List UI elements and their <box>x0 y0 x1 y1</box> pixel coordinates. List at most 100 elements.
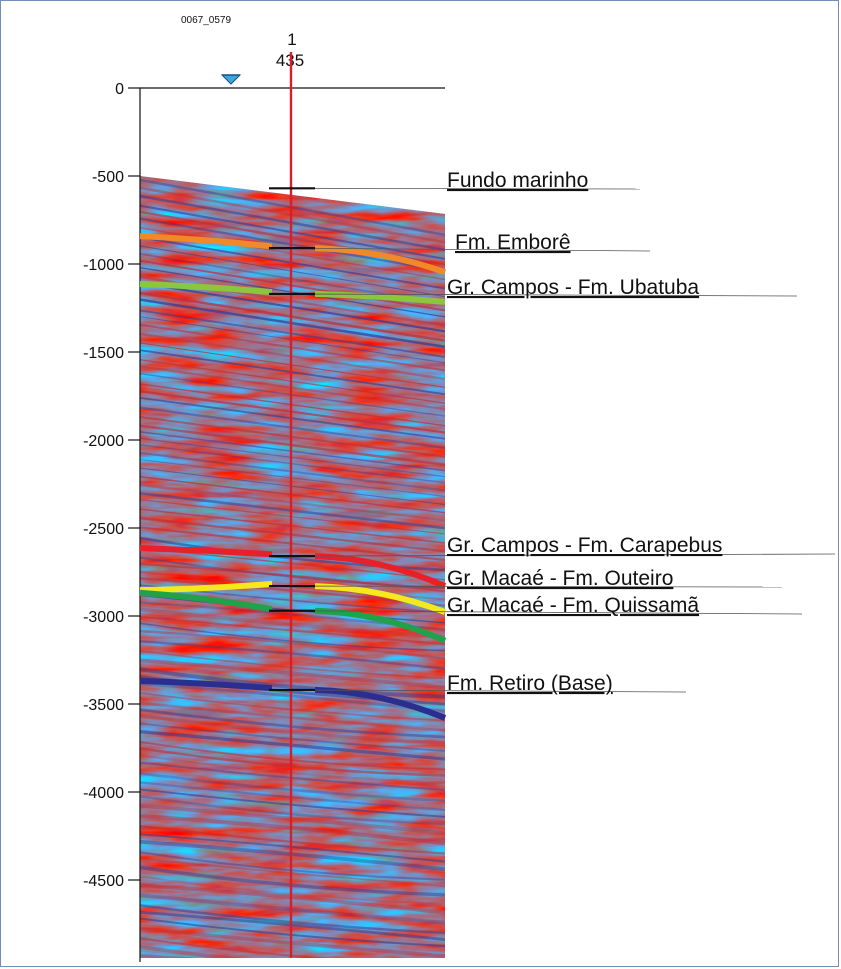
horizon-layer <box>139 187 836 721</box>
reflector-band <box>140 607 445 639</box>
depth-tick-label: -3500 <box>83 697 124 714</box>
reflector-band <box>140 937 445 958</box>
reflector-band <box>140 795 445 826</box>
reflector-band <box>140 342 445 388</box>
reflector-band <box>140 865 445 897</box>
reflector-band <box>140 349 445 396</box>
horizon-label-fm-quissama: Gr. Macaé - Fm. Quissamã <box>447 594 699 617</box>
reflector-band <box>140 451 445 492</box>
depth-tick-label: 0 <box>115 81 124 98</box>
reflector-band <box>140 323 445 372</box>
reflector-band <box>140 714 445 745</box>
reflector-band <box>140 813 445 846</box>
horizon-label-fundo-marinho: Fundo marinho <box>447 169 588 192</box>
reflector-band <box>140 281 445 333</box>
reflector-band <box>140 236 445 290</box>
horizon-label-fm-carapebus: Gr. Campos - Fm. Carapebus <box>447 534 722 557</box>
horizon-leader-fm-carapebus <box>290 553 836 557</box>
horizon-leader-fm-outeiro <box>290 585 783 588</box>
reflector-band <box>140 761 445 791</box>
reflector-band <box>140 536 445 572</box>
reflector-band <box>140 640 445 670</box>
reflector-band <box>140 498 445 535</box>
reflector-band <box>140 332 445 381</box>
reflector-band <box>140 483 445 522</box>
horizon-pick-fm-outeiro-left <box>139 580 272 594</box>
reflector-band <box>140 178 445 237</box>
reflector-band <box>140 516 445 553</box>
reflector-band <box>140 383 445 427</box>
horizon-pick-fm-embore-left <box>139 233 272 250</box>
reflector-band <box>140 926 445 958</box>
reflector-band <box>140 194 445 252</box>
reflector-band <box>140 857 445 887</box>
horizon-leader-fundo-marinho <box>290 187 641 190</box>
well-marker-icon <box>220 74 242 85</box>
reflector-band <box>140 416 445 458</box>
horizon-label-fm-embore: Fm. Emborê <box>455 231 571 254</box>
reflector-band <box>140 824 445 855</box>
reflector-band <box>140 904 445 935</box>
reflector-band <box>140 444 445 484</box>
depth-tick-label: -4000 <box>83 785 124 802</box>
reflector-band <box>140 629 445 660</box>
trace-number-label: 1 <box>287 30 296 49</box>
reflector-band <box>140 839 445 871</box>
reflector-band <box>140 754 445 784</box>
horizon-pick-fm-outeiro-right <box>314 583 447 615</box>
reflector-band <box>140 781 445 811</box>
reflector-band <box>140 722 445 752</box>
reflector-band <box>140 204 445 260</box>
reflector-band <box>140 615 445 646</box>
reflector-band <box>140 406 445 449</box>
reflector-band <box>140 708 445 739</box>
reflector-band <box>140 622 445 652</box>
depth-tick-label: -1500 <box>83 345 124 362</box>
well-track <box>269 52 315 958</box>
reflector-band <box>140 259 445 312</box>
reflector-band <box>140 437 445 478</box>
reflector-band <box>140 875 445 905</box>
reflector-band <box>140 359 445 404</box>
reflector-band <box>140 910 445 942</box>
reflector-band <box>140 245 445 298</box>
reflector-band <box>140 476 445 514</box>
reflector-band <box>140 266 445 318</box>
horizon-pick-fm-retiro-left <box>139 677 272 691</box>
reflector-band <box>140 741 445 771</box>
reflector-band <box>140 186 445 244</box>
depth-tick-label: -4500 <box>83 873 124 890</box>
reflector-band <box>140 917 445 947</box>
reflector-band <box>140 562 445 593</box>
reflector-band <box>140 298 445 349</box>
horizon-leader-fm-retiro <box>290 689 687 693</box>
reflector-band <box>140 458 445 497</box>
horizon-pick-fm-quissama-right <box>314 607 447 644</box>
depth-tick-label: -500 <box>92 169 124 186</box>
reflector-band <box>140 944 445 958</box>
horizon-pick-fm-ubatuba-left <box>139 280 272 295</box>
reflector-band <box>140 372 445 417</box>
reflector-band <box>140 491 445 530</box>
depth-tick-label: -3000 <box>83 609 124 626</box>
reflector-band <box>140 316 445 364</box>
depth-tick-label: -2500 <box>83 521 124 538</box>
reflector-band <box>140 803 445 836</box>
horizon-pick-fm-carapebus-right <box>314 553 447 589</box>
well-name-label: 0067_0579 <box>181 15 231 26</box>
reflector-band <box>140 667 445 699</box>
reflector-band <box>140 883 445 915</box>
horizon-pick-fm-quissama-left <box>139 589 272 612</box>
depth-axis: 0 -500 -1000 -1500 -2000 -2500 -3000 -3500 -4000… <box>83 74 445 962</box>
reflector-band <box>140 851 445 881</box>
reflector-band <box>140 746 445 777</box>
horizon-leader-fm-ubatuba <box>290 293 798 297</box>
horizon-label-fm-ubatuba: Gr. Campos - Fm. Ubatuba <box>447 276 699 299</box>
horizon-leader-fm-embore <box>290 247 651 252</box>
reflector-band <box>140 650 445 680</box>
reflector-band <box>140 431 445 472</box>
reflector-band <box>140 424 445 467</box>
reflector-band <box>140 396 445 440</box>
